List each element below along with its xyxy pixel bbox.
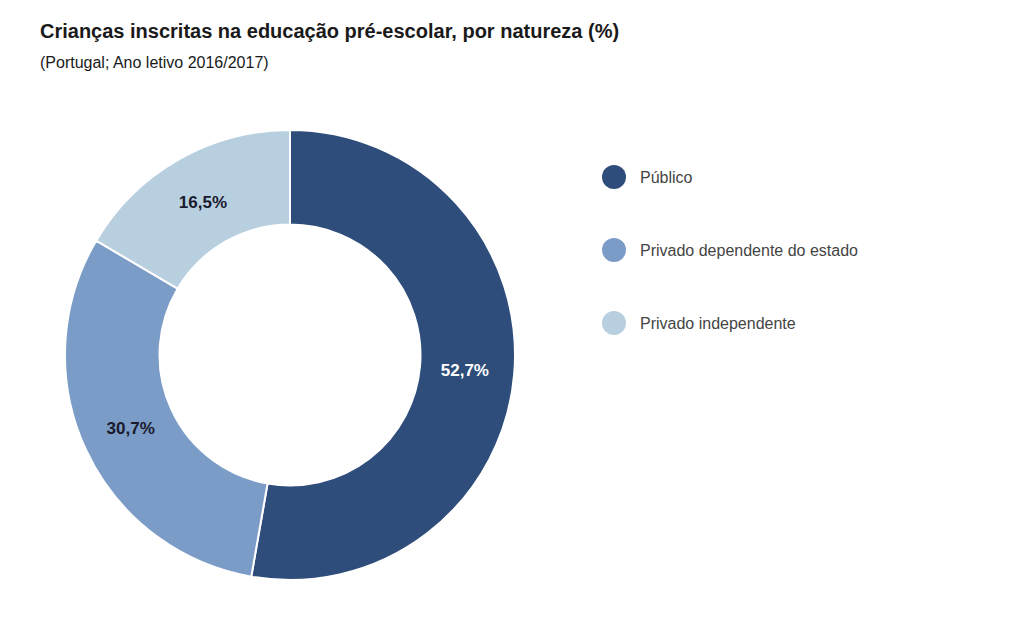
legend-swatch <box>602 238 626 262</box>
title: Crianças inscritas na educação pré-escol… <box>40 20 619 42</box>
legend-swatch <box>602 311 626 335</box>
legend-item: Público <box>602 165 693 189</box>
slice <box>96 130 290 289</box>
legend-label: Privado dependente do estado <box>640 242 858 259</box>
data-label: 52,7% <box>441 361 489 380</box>
legend-label: Privado independente <box>640 315 796 332</box>
plot <box>65 130 515 580</box>
subtitle: (Portugal; Ano letivo 2016/2017) <box>40 54 269 71</box>
slice <box>65 241 268 577</box>
legend: Público Privado dependente do estado Priva… <box>602 165 858 335</box>
data-label: 16,5% <box>179 193 227 212</box>
data-label: 30,7% <box>107 419 155 438</box>
chart: Crianças inscritas na educação pré-escol… <box>0 0 1024 633</box>
legend-label: Público <box>640 169 693 186</box>
legend-swatch <box>602 165 626 189</box>
data-labels: 52,7% 30,7% 16,5% <box>107 193 489 438</box>
legend-item: Privado dependente do estado <box>602 238 858 262</box>
legend-item: Privado independente <box>602 311 796 335</box>
